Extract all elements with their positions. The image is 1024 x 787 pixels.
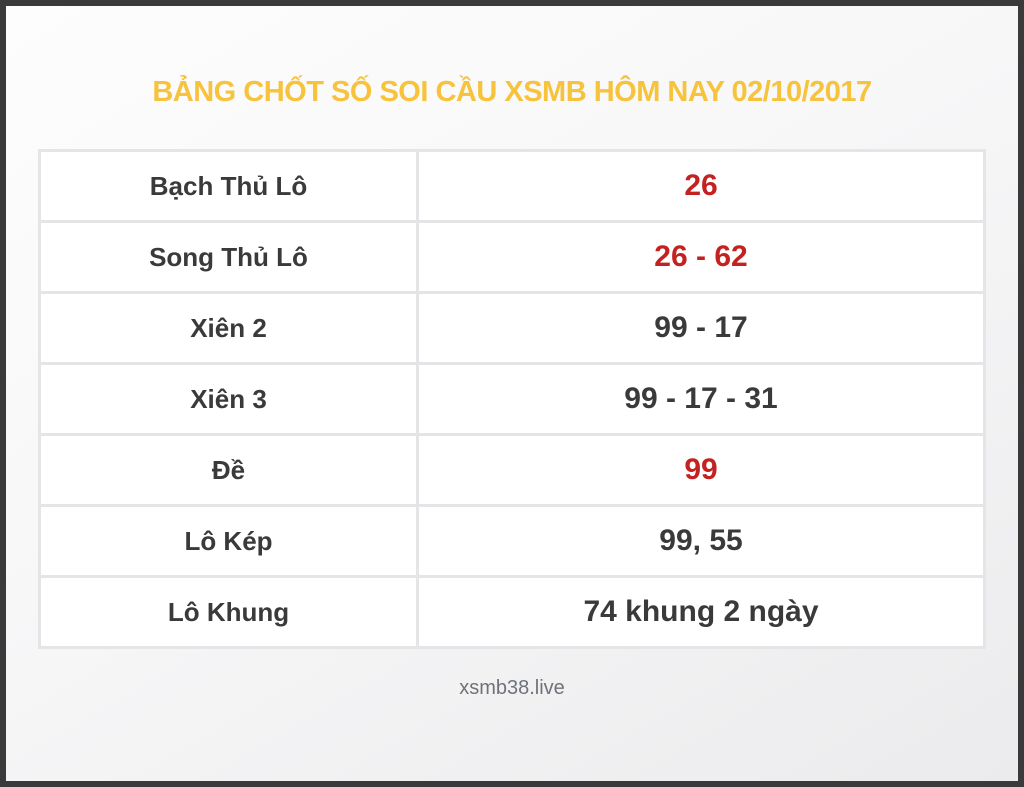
page-title: BẢNG CHỐT SỐ SOI CẦU XSMB HÔM NAY 02/10/… <box>152 76 872 108</box>
table-row: Bạch Thủ Lô 26 <box>38 149 986 223</box>
prediction-table-body: Bạch Thủ Lô 26 Song Thủ Lô 26 - 62 Xiên … <box>38 149 986 649</box>
site-name: xsmb38.live <box>459 677 565 699</box>
table-row: Xiên 3 99 - 17 - 31 <box>38 362 986 436</box>
row-label-lo-khung: Lô Khung <box>38 575 419 649</box>
row-label-bach-thu-lo: Bạch Thủ Lô <box>38 149 419 223</box>
row-value-lo-kep: 99, 55 <box>416 504 986 578</box>
table-row: Xiên 2 99 - 17 <box>38 291 986 365</box>
row-value-song-thu-lo: 26 - 62 <box>416 220 986 294</box>
table-row: Đề 99 <box>38 433 986 507</box>
row-label-xien-2: Xiên 2 <box>38 291 419 365</box>
row-value-xien-3: 99 - 17 - 31 <box>416 362 986 436</box>
row-label-song-thu-lo: Song Thủ Lô <box>38 220 419 294</box>
row-label-lo-kep: Lô Kép <box>38 504 419 578</box>
table-row: Song Thủ Lô 26 - 62 <box>38 220 986 294</box>
table-row: Lô Kép 99, 55 <box>38 504 986 578</box>
table-row: Lô Khung 74 khung 2 ngày <box>38 575 986 649</box>
row-label-de: Đề <box>38 433 419 507</box>
row-label-xien-3: Xiên 3 <box>38 362 419 436</box>
prediction-table: Bạch Thủ Lô 26 Song Thủ Lô 26 - 62 Xiên … <box>38 149 986 649</box>
row-value-bach-thu-lo: 26 <box>416 149 986 223</box>
row-value-lo-khung: 74 khung 2 ngày <box>416 575 986 649</box>
row-value-de: 99 <box>416 433 986 507</box>
row-value-xien-2: 99 - 17 <box>416 291 986 365</box>
